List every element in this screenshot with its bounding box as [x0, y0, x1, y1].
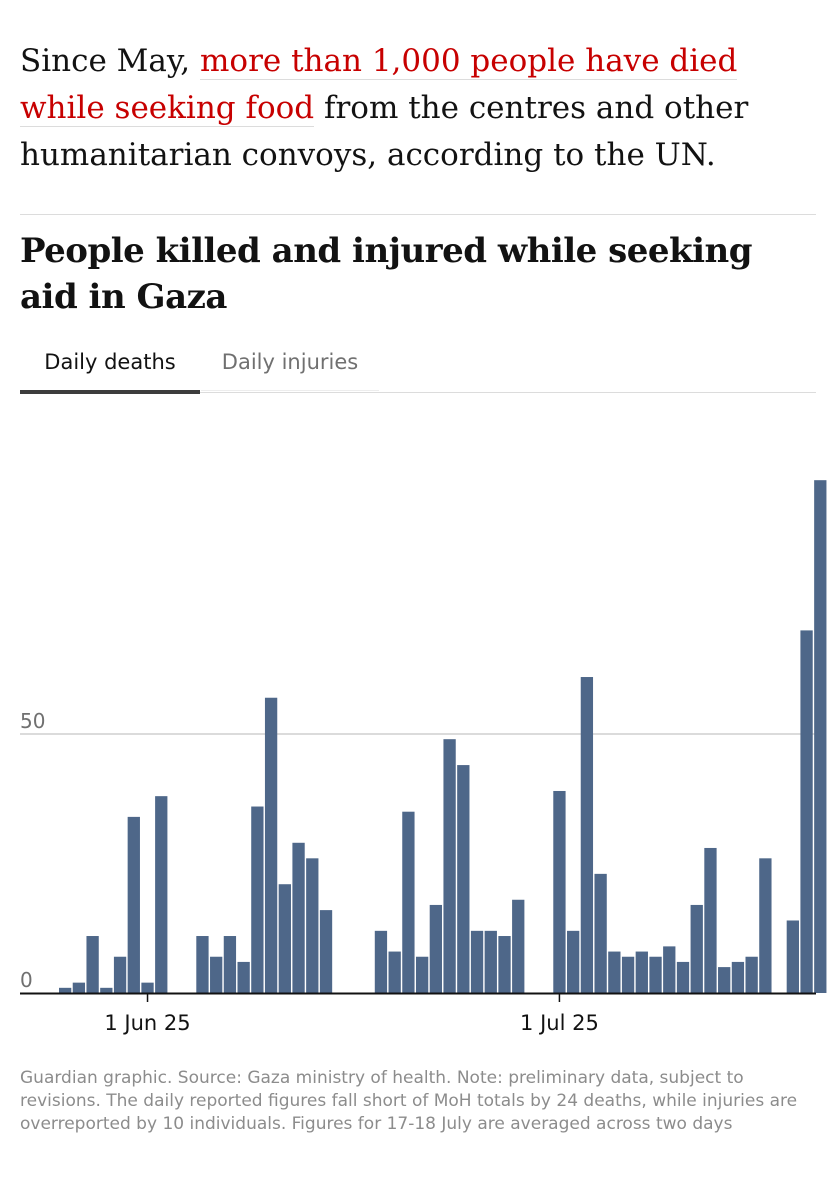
- bar: [746, 957, 758, 993]
- x-axis: 1 Jun 25 1 Jul 25: [104, 993, 598, 1035]
- bar: [292, 843, 304, 993]
- bar: [224, 936, 236, 993]
- bar: [608, 952, 620, 993]
- bars-group: [59, 480, 826, 993]
- bar: [814, 480, 826, 993]
- bar: [512, 900, 524, 993]
- intro-text-before: Since May,: [20, 43, 200, 79]
- bar: [457, 765, 469, 993]
- bar: [718, 967, 730, 993]
- tab-daily-injuries[interactable]: Daily injuries: [201, 338, 379, 391]
- bar-chart: 0 50 1 Jun 25 1 Jul 25: [0, 420, 836, 1040]
- chart-tabs: Daily deaths Daily injuries: [20, 338, 816, 393]
- bar: [196, 936, 208, 993]
- bar: [485, 931, 497, 993]
- bar: [59, 988, 71, 993]
- tab-daily-deaths[interactable]: Daily deaths: [20, 338, 200, 394]
- bar: [128, 817, 140, 993]
- bar: [622, 957, 634, 993]
- bar: [498, 936, 510, 993]
- bar: [581, 677, 593, 993]
- bar: [306, 858, 318, 993]
- bar: [663, 946, 675, 993]
- bar: [389, 952, 401, 993]
- bar: [787, 920, 799, 993]
- bar: [471, 931, 483, 993]
- bar: [443, 739, 455, 993]
- bar: [141, 983, 153, 993]
- bar: [732, 962, 744, 993]
- bar: [73, 983, 85, 993]
- bar: [636, 952, 648, 993]
- bar: [237, 962, 249, 993]
- bar: [155, 796, 167, 993]
- top-divider: [20, 214, 816, 215]
- chart-title: People killed and injured while seeking …: [20, 228, 816, 320]
- bar: [265, 698, 277, 993]
- bar: [553, 791, 565, 993]
- bar: [416, 957, 428, 993]
- bar: [759, 858, 771, 993]
- intro-paragraph: Since May, more than 1,000 people have d…: [20, 38, 820, 179]
- bar: [800, 630, 812, 993]
- bar: [430, 905, 442, 993]
- bar: [251, 807, 263, 993]
- bar: [100, 988, 112, 993]
- y-tick-label: 0: [20, 968, 33, 992]
- bar: [279, 884, 291, 993]
- bar: [375, 931, 387, 993]
- bar: [704, 848, 716, 993]
- bar: [649, 957, 661, 993]
- bar: [677, 962, 689, 993]
- bar: [691, 905, 703, 993]
- bar: [210, 957, 222, 993]
- bar: [86, 936, 98, 993]
- bar: [594, 874, 606, 993]
- x-tick-label: 1 Jul 25: [520, 1011, 599, 1035]
- source-note: Guardian graphic. Source: Gaza ministry …: [20, 1067, 820, 1136]
- bar: [114, 957, 126, 993]
- y-tick-label: 50: [20, 709, 45, 733]
- bar: [567, 931, 579, 993]
- bar: [402, 812, 414, 993]
- bar: [320, 910, 332, 993]
- x-tick-label: 1 Jun 25: [104, 1011, 190, 1035]
